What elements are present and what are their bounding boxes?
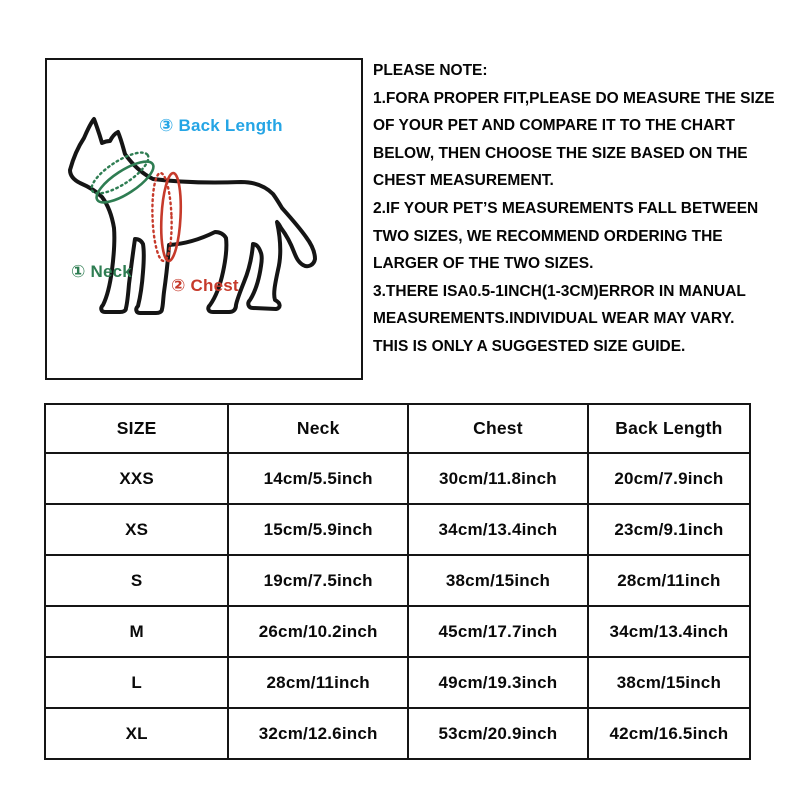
table-row-m: M 26cm/10.2inch 45cm/17.7inch 34cm/13.4i… — [43, 605, 752, 658]
note-line: 1.FORA PROPER FIT,PLEASE DO MEASURE THE … — [373, 89, 775, 107]
cell-neck: 26cm/10.2inch — [227, 605, 410, 658]
note-line: LARGER OF THE TWO SIZES. — [373, 255, 594, 273]
header-chest: Chest — [407, 403, 589, 454]
cell-neck: 19cm/7.5inch — [227, 554, 410, 607]
note-line: CHEST MEASUREMENT. — [373, 172, 554, 190]
note-line: MEASUREMENTS.INDIVIDUAL WEAR MAY VARY. — [373, 310, 735, 328]
table-row-xl: XL 32cm/12.6inch 53cm/20.9inch 42cm/16.5… — [43, 707, 752, 760]
neck-measure-dotted-ellipse — [90, 151, 150, 195]
cell-neck: 28cm/11inch — [227, 656, 410, 709]
size-chart-table: SIZE Neck Chest Back Length XXS 14cm/5.5… — [43, 403, 752, 760]
note-line: 2.IF YOUR PET’S MEASUREMENTS FALL BETWEE… — [373, 199, 759, 217]
please-note-block: PLEASE NOTE: 1.FORA PROPER FIT,PLEASE DO… — [373, 57, 783, 361]
cell-chest: 34cm/13.4inch — [407, 503, 589, 556]
cell-back-length: 28cm/11inch — [586, 554, 752, 607]
cell-chest: 49cm/19.3inch — [407, 656, 589, 709]
cell-neck: 14cm/5.5inch — [227, 452, 410, 505]
back-length-label: ③ Back Length — [159, 116, 283, 135]
table-row-xs: XS 15cm/5.9inch 34cm/13.4inch 23cm/9.1in… — [43, 503, 752, 556]
chest-label: ② Chest — [171, 276, 239, 295]
chest-measure-ellipse — [159, 171, 183, 263]
neck-measure-ellipse — [95, 160, 155, 204]
cell-size: XL — [43, 707, 230, 760]
note-line: OF YOUR PET AND COMPARE IT TO THE CHART — [373, 117, 735, 135]
cell-chest: 30cm/11.8inch — [407, 452, 589, 505]
cell-size: M — [43, 605, 230, 658]
cell-size: L — [43, 656, 230, 709]
cell-neck: 32cm/12.6inch — [227, 707, 410, 760]
cell-chest: 45cm/17.7inch — [407, 605, 589, 658]
table-row-s: S 19cm/7.5inch 38cm/15inch 28cm/11inch — [43, 554, 752, 607]
note-line: TWO SIZES, WE RECOMMEND ORDERING THE — [373, 227, 723, 245]
cell-chest: 38cm/15inch — [407, 554, 589, 607]
dog-measurement-diagram: ③ Back Length ① Neck ② Chest — [45, 58, 363, 380]
header-back-length: Back Length — [586, 403, 752, 454]
table-row-l: L 28cm/11inch 49cm/19.3inch 38cm/15inch — [43, 656, 752, 709]
header-neck: Neck — [227, 403, 410, 454]
cell-neck: 15cm/5.9inch — [227, 503, 410, 556]
size-table-header-row: SIZE Neck Chest Back Length — [43, 403, 752, 454]
cell-back-length: 34cm/13.4inch — [586, 605, 752, 658]
cell-size: XS — [43, 503, 230, 556]
cell-back-length: 42cm/16.5inch — [586, 707, 752, 760]
cell-size: S — [43, 554, 230, 607]
table-row-xxs: XXS 14cm/5.5inch 30cm/11.8inch 20cm/7.9i… — [43, 452, 752, 505]
note-title: PLEASE NOTE: — [373, 62, 488, 79]
note-line: THIS IS ONLY A SUGGESTED SIZE GUIDE. — [373, 337, 686, 355]
cell-back-length: 23cm/9.1inch — [586, 503, 752, 556]
note-line: BELOW, THEN CHOOSE THE SIZE BASED ON THE — [373, 144, 748, 162]
neck-label: ① Neck — [71, 262, 132, 281]
dog-body-path — [68, 117, 317, 315]
cell-back-length: 38cm/15inch — [586, 656, 752, 709]
cell-size: XXS — [43, 452, 230, 505]
cell-back-length: 20cm/7.9inch — [586, 452, 752, 505]
note-line: 3.THERE ISA0.5-1INCH(1-3CM)ERROR IN MANU… — [373, 282, 746, 300]
chest-measure-dotted-ellipse — [151, 171, 173, 263]
dog-outline-drawing — [68, 117, 317, 315]
cell-chest: 53cm/20.9inch — [407, 707, 589, 760]
header-size: SIZE — [43, 403, 230, 454]
